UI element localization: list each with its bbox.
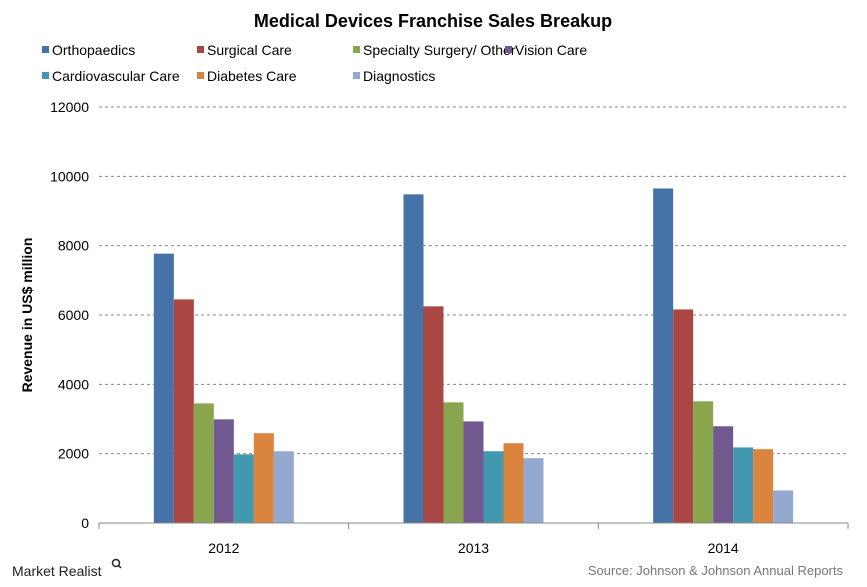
- bar: [233, 454, 254, 523]
- bar: [523, 458, 544, 523]
- bar: [253, 433, 274, 523]
- legend-label: Diabetes Care: [207, 68, 297, 84]
- legend-item: Diagnostics: [353, 68, 435, 84]
- bar: [153, 253, 174, 523]
- logo-text: Market Realist: [12, 563, 102, 579]
- bar: [443, 402, 464, 523]
- legend-label: Orthopaedics: [52, 42, 135, 58]
- bar: [173, 299, 194, 523]
- legend-swatch: [505, 46, 512, 53]
- y-tick-label: 6000: [58, 307, 89, 323]
- magnifier-icon: [111, 558, 122, 569]
- legend-label: Surgical Care: [207, 42, 292, 58]
- legend-swatch: [42, 72, 49, 79]
- bar: [673, 309, 694, 523]
- x-tick-label: 2014: [708, 540, 739, 556]
- y-tick-label: 0: [81, 515, 89, 531]
- bar: [753, 449, 774, 523]
- bar: [713, 426, 734, 523]
- legend-label: Cardiovascular Care: [52, 68, 180, 84]
- legend-label: Vision Care: [515, 42, 587, 58]
- legend-item: Vision Care: [505, 42, 587, 58]
- market-realist-logo: Market Realist: [12, 558, 122, 579]
- x-tick-label: 2013: [458, 540, 489, 556]
- legend-item: Diabetes Care: [197, 68, 297, 84]
- legend-item: Specialty Surgery/ Other: [353, 42, 516, 58]
- y-tick-label: 8000: [58, 238, 89, 254]
- bar: [273, 451, 294, 523]
- bar: [483, 451, 504, 523]
- legend-swatch: [353, 72, 360, 79]
- bar: [423, 306, 444, 523]
- bar: [193, 403, 214, 523]
- legend-swatch: [353, 46, 360, 53]
- bar: [403, 194, 424, 524]
- bar: [213, 419, 234, 523]
- legend-item: Cardiovascular Care: [42, 68, 180, 84]
- y-tick-label: 2000: [58, 446, 89, 462]
- legend-label: Diagnostics: [363, 68, 435, 84]
- legend-item: Surgical Care: [197, 42, 292, 58]
- bar: [463, 421, 484, 523]
- bars: [153, 188, 794, 524]
- y-tick-label: 12000: [50, 99, 89, 115]
- legend: Orthopaedics Surgical Care Specialty Surge…: [42, 42, 587, 84]
- bar: [653, 188, 674, 523]
- legend-swatch: [42, 46, 49, 53]
- gridlines: [99, 106, 848, 455]
- legend-item: Orthopaedics: [42, 42, 135, 58]
- bar: [773, 490, 794, 523]
- y-tick-label: 10000: [50, 168, 89, 184]
- legend-swatch: [197, 72, 204, 79]
- bar: [733, 447, 754, 523]
- x-tick-label: 2012: [208, 540, 239, 556]
- legend-label: Specialty Surgery/ Other: [363, 42, 516, 58]
- chart-title: Medical Devices Franchise Sales Breakup: [254, 11, 612, 31]
- y-tick-label: 4000: [58, 376, 89, 392]
- bar: [503, 443, 524, 523]
- source-note: Source: Johnson & Johnson Annual Reports: [588, 563, 844, 578]
- axes: 0 2000 4000 6000 8000 10000 12000 2012 2013 2014: [50, 99, 849, 556]
- legend-swatch: [197, 46, 204, 53]
- bar: [693, 401, 714, 523]
- y-axis-label: Revenue in US$ million: [19, 238, 35, 393]
